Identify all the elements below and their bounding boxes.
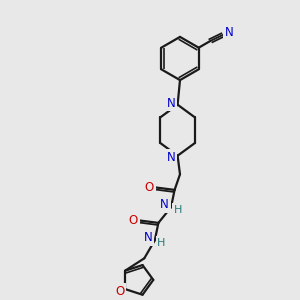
Text: H: H	[173, 205, 182, 215]
Text: N: N	[160, 198, 169, 212]
Text: N: N	[167, 151, 176, 164]
Text: N: N	[225, 26, 234, 39]
Text: N: N	[167, 97, 176, 110]
Text: O: O	[145, 181, 154, 194]
Text: H: H	[157, 238, 166, 248]
Text: O: O	[115, 285, 124, 298]
Text: O: O	[129, 214, 138, 227]
Text: N: N	[144, 231, 153, 244]
